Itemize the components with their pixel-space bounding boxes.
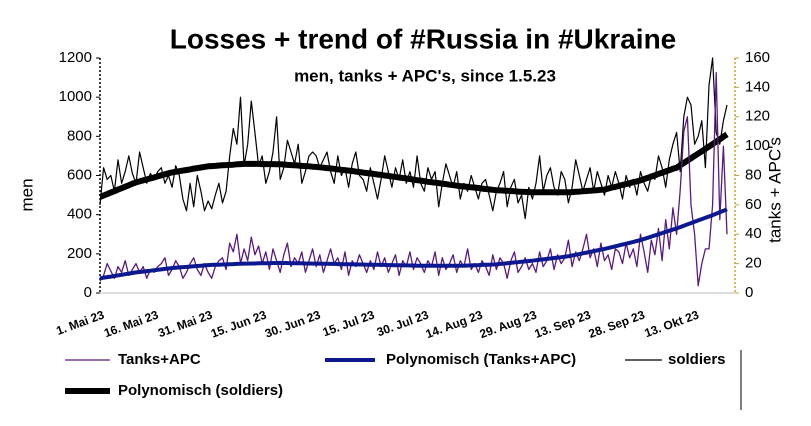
y2-tick-label: 60	[745, 196, 762, 213]
x-tick-label: 1. Mai 23	[54, 308, 106, 338]
y-tick-label: 200	[67, 245, 92, 262]
y2-tick-label: 40	[745, 225, 762, 242]
y2-tick-label: 0	[745, 284, 753, 301]
x-tick-label: 30. Jun 23	[263, 308, 323, 341]
x-tick-label: 13. Okt 23	[643, 308, 701, 341]
legend-label: Polynomisch (soldiers)	[118, 382, 283, 399]
y2-axis-label: tanks + APC's	[765, 137, 784, 243]
chart-title: Losses + trend of #Russia in #Ukraine	[170, 23, 677, 54]
x-tick-label: 16. Mai 23	[102, 308, 160, 341]
series-line	[98, 131, 729, 200]
x-tick-label: 30. Jul 23	[375, 308, 431, 340]
x-tick-label: 29. Aug 23	[478, 308, 539, 342]
x-tick-label: 14. Aug 23	[424, 308, 485, 342]
x-tick-label: 13. Sep 23	[533, 308, 593, 341]
series-line	[99, 207, 728, 281]
series-line	[99, 57, 728, 220]
x-tick-label: 15. Jun 23	[209, 308, 269, 341]
y-tick-label: 800	[67, 127, 92, 144]
legend-label: Tanks+APC	[118, 351, 201, 368]
x-tick-label: 15. Jul 23	[321, 308, 377, 340]
x-tick-label: 31. Mai 23	[156, 308, 214, 341]
y-tick-label: 0	[84, 284, 92, 301]
legend-label: Polynomisch (Tanks+APC)	[386, 351, 576, 368]
y-axis-label: men	[17, 178, 36, 211]
y2-tick-label: 20	[745, 255, 762, 272]
y2-tick-label: 160	[745, 49, 770, 66]
legend-label: soldiers	[668, 351, 726, 368]
y-tick-label: 600	[67, 166, 92, 183]
y2-tick-label: 140	[745, 78, 770, 95]
y2-tick-label: 100	[745, 137, 770, 154]
y-tick-label: 400	[67, 206, 92, 223]
y2-tick-label: 80	[745, 166, 762, 183]
y2-tick-label: 120	[745, 108, 770, 125]
y-tick-label: 1000	[59, 88, 92, 105]
y-tick-label: 1200	[59, 49, 92, 66]
chart-subtitle: men, tanks + APC's, since 1.5.23	[294, 66, 556, 85]
x-tick-label: 28. Sep 23	[587, 308, 647, 341]
